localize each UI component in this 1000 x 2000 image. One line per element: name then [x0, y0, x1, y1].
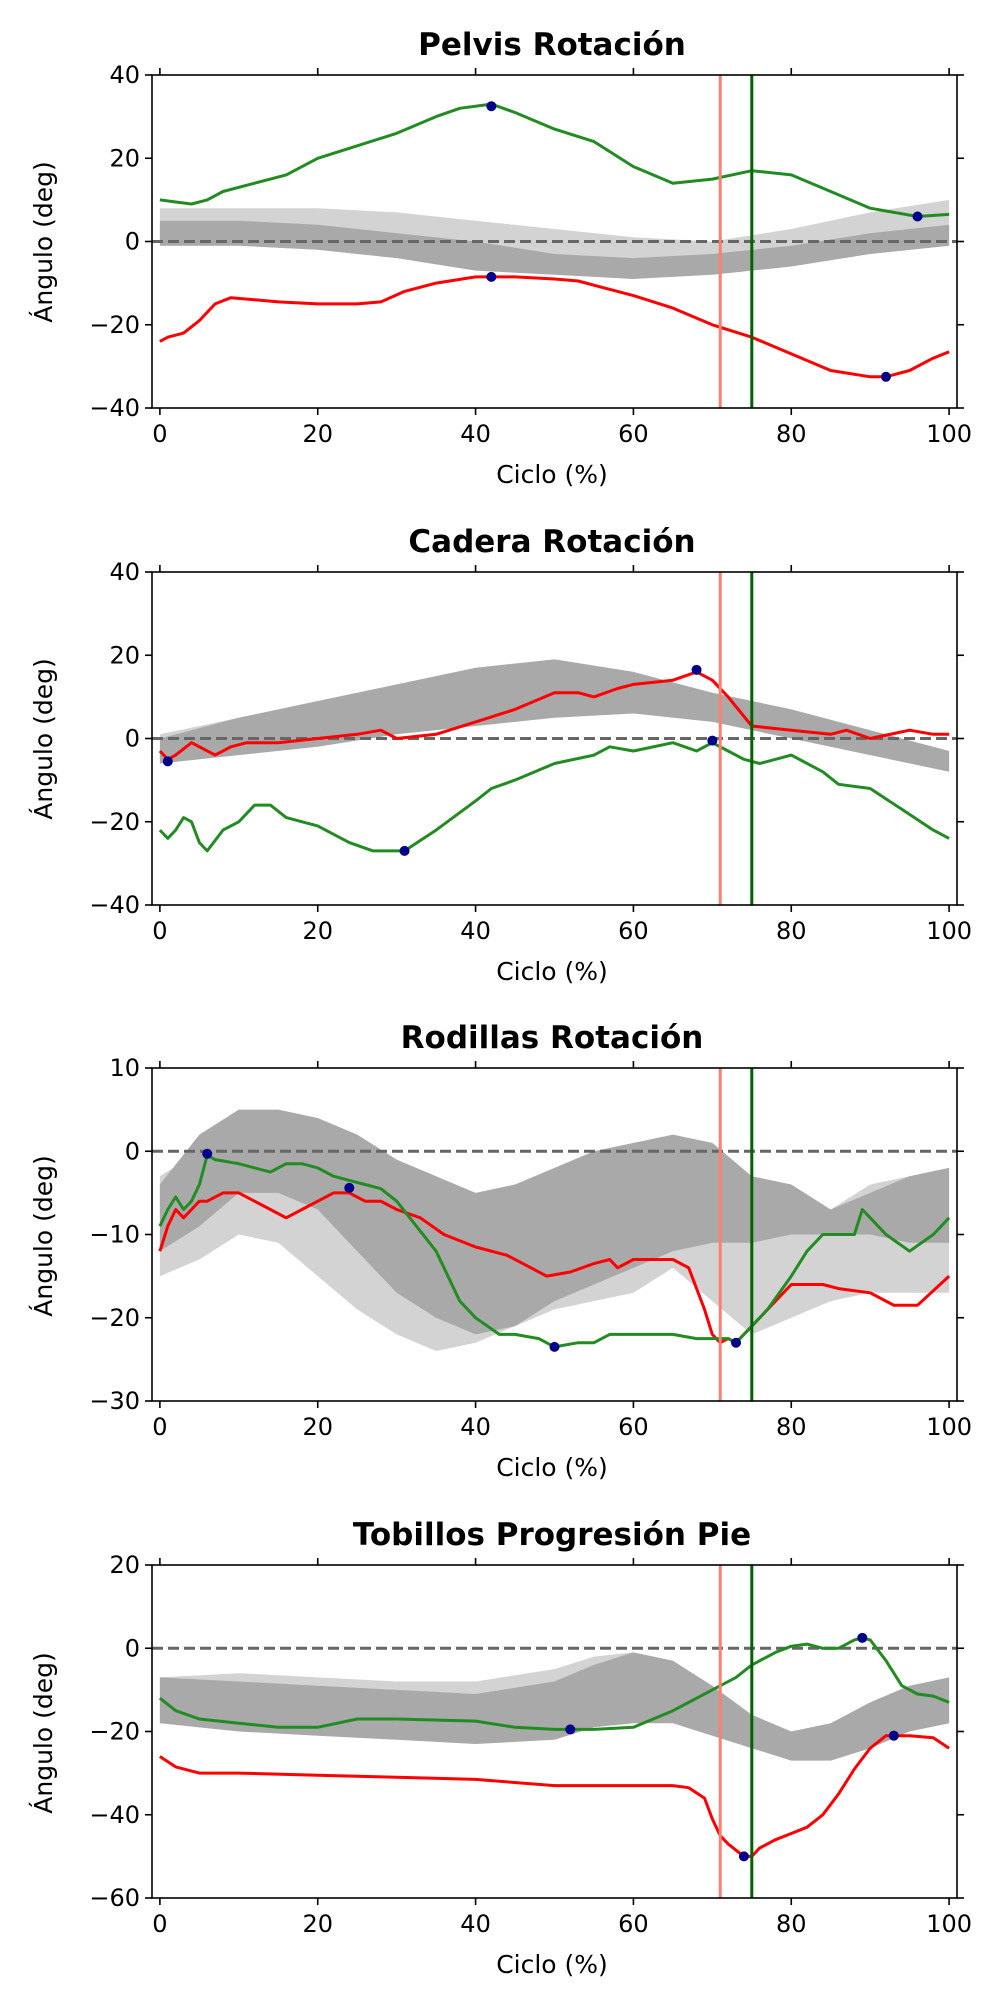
- y-axis-label: Ángulo (deg): [29, 1155, 58, 1316]
- data-marker: [707, 735, 718, 746]
- y-tick-label: 0: [125, 725, 140, 753]
- x-tick-label: 60: [618, 917, 649, 945]
- panel-knee-rotation: Rodillas Rotación 0 20 40 60 80 100−30−20−100…: [29, 1020, 972, 1482]
- series-line-red: [159, 275, 950, 379]
- y-axis-label: Ángulo (deg): [29, 161, 58, 322]
- x-tick-label: 20: [302, 420, 333, 448]
- y-tick-label: −40: [89, 394, 140, 422]
- x-tick-label: 0: [152, 1413, 167, 1441]
- x-tick-label: 80: [776, 420, 807, 448]
- x-tick-label: 80: [776, 1910, 807, 1938]
- x-tick-label: 40: [460, 420, 491, 448]
- y-tick-label: 10: [109, 1054, 140, 1082]
- data-marker: [731, 1337, 742, 1348]
- plot-area: 0 20 40 60 80 100 −40 −20 0 20 40: [89, 61, 972, 448]
- x-tick-label: 20: [302, 1413, 333, 1441]
- x-tick-label: 0: [152, 1910, 167, 1938]
- panel-hip-rotation: Cadera Rotación 0 20 40 60 80 100−40−2002040 …: [29, 524, 972, 986]
- normative-band-dark: [159, 659, 950, 772]
- x-axis-label: Ciclo (%): [496, 957, 608, 986]
- x-tick-label: 0: [152, 420, 167, 448]
- data-marker: [202, 1148, 213, 1159]
- plot-area: 0 20 40 60 80 100 −30 −20 −10 0 10: [89, 1054, 972, 1441]
- x-tick-label: 40: [460, 1413, 491, 1441]
- x-axis-label: Ciclo (%): [496, 460, 608, 489]
- y-tick-label: 40: [109, 558, 140, 586]
- x-tick-label: 40: [460, 1910, 491, 1938]
- series-line-red: [159, 1734, 950, 1858]
- y-tick-label: −40: [89, 1801, 140, 1829]
- y-tick-label: 0: [125, 228, 140, 256]
- series-line-green: [158, 741, 950, 853]
- chart-title: Cadera Rotación: [408, 524, 695, 560]
- x-tick-label: 20: [302, 1910, 333, 1938]
- data-marker: [857, 1632, 868, 1643]
- data-marker: [738, 1851, 749, 1862]
- x-tick-label: 100: [926, 420, 972, 448]
- panel-pelvis-rotation: Pelvis Rotación 0 20 40 60 80 100−40−2002040 …: [29, 27, 972, 489]
- x-tick-label: 60: [618, 1910, 649, 1938]
- normative-band-dark: [159, 1109, 950, 1335]
- x-tick-label: 100: [926, 917, 972, 945]
- x-tick-label: 80: [776, 917, 807, 945]
- data-marker: [549, 1341, 560, 1352]
- y-axis-label: Ángulo (deg): [29, 658, 58, 819]
- x-tick-label: 40: [460, 917, 491, 945]
- series-line-red: [158, 670, 950, 761]
- y-tick-label: 40: [109, 61, 140, 89]
- data-marker: [486, 101, 497, 112]
- y-tick-label: 20: [109, 144, 140, 172]
- plot-content: [152, 1068, 957, 1401]
- y-tick-label: −20: [89, 1718, 140, 1746]
- y-tick-label: −30: [89, 1387, 140, 1415]
- x-tick-label: 20: [302, 917, 333, 945]
- data-marker: [691, 664, 702, 675]
- plot-area: 0 20 40 60 80 100 −60 −40 −20 0 20: [89, 1551, 972, 1938]
- x-axis-label: Ciclo (%): [496, 1950, 608, 1979]
- series-line-green: [158, 1636, 950, 1731]
- chart-title: Pelvis Rotación: [418, 27, 686, 63]
- plot-area: 0 20 40 60 80 100 −40 −20 0 20 40: [89, 558, 972, 945]
- panel-ankle-foot-progression: Tobillos Progresión Pie 0 20 40 60 80 100 −60 −…: [29, 1517, 972, 1979]
- y-tick-label: −40: [89, 891, 140, 919]
- y-tick-label: −60: [89, 1884, 140, 1912]
- y-tick-label: 0: [125, 1137, 140, 1165]
- y-tick-label: −20: [89, 808, 140, 836]
- data-marker: [399, 845, 410, 856]
- y-tick-label: 20: [109, 1551, 140, 1579]
- chart-title: Tobillos Progresión Pie: [353, 1517, 751, 1553]
- y-tick-label: 20: [109, 641, 140, 669]
- plot-content: [152, 572, 957, 905]
- data-marker: [565, 1724, 576, 1735]
- x-tick-label: 0: [152, 917, 167, 945]
- data-marker: [344, 1182, 355, 1193]
- y-tick-label: 0: [125, 1634, 140, 1662]
- plot-content: [152, 1565, 957, 1898]
- x-tick-label: 60: [618, 1413, 649, 1441]
- y-axis-label: Ángulo (deg): [29, 1652, 58, 1813]
- y-tick-label: −20: [89, 1304, 140, 1332]
- y-tick-label: −10: [89, 1221, 140, 1249]
- series-line-green: [158, 1153, 951, 1349]
- chart-title: Rodillas Rotación: [401, 1020, 704, 1056]
- data-marker: [880, 371, 891, 382]
- plot-content: [152, 75, 957, 408]
- x-tick-label: 80: [776, 1413, 807, 1441]
- x-tick-label: 100: [926, 1413, 972, 1441]
- x-tick-label: 60: [618, 420, 649, 448]
- data-marker: [888, 1730, 899, 1741]
- y-tick-label: −20: [89, 311, 140, 339]
- x-tick-label: 100: [926, 1910, 972, 1938]
- x-axis-label: Ciclo (%): [496, 1453, 608, 1482]
- data-marker: [486, 271, 497, 282]
- data-marker: [162, 756, 173, 767]
- data-marker: [912, 211, 923, 222]
